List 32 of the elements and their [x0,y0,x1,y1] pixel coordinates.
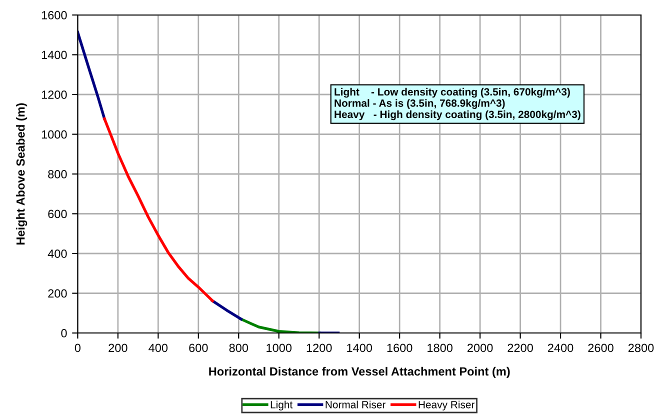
x-axis-title: Horizontal Distance from Vessel Attachment Point (m) [209,366,510,378]
x-tick-label: 200 [108,344,128,352]
x-tick-label: 1200 [306,344,332,352]
y-tick-label: 1400 [42,50,67,60]
line-series [240,318,322,333]
y-tick-label: 800 [48,170,67,178]
y-tick-label: 0 [61,329,67,338]
legend-label: Light [270,400,293,410]
x-tick-label: 600 [189,344,208,352]
annotation: Light - Low density coating (3.5in, 670kg/m^3) Normal - As is (3.5in, 768.9kg/m^3) Heavy - High density coating (3.5in, 2800kg/m^3) [334,88,580,120]
x-tick-label: 1000 [266,344,292,352]
x-tick-label: 2800 [628,344,654,352]
y-axis-title: Height Above Seabed (m) [16,103,28,244]
y-tick-label: 600 [48,210,67,218]
x-tick-label: 1800 [428,344,452,352]
y-tick-label: 200 [48,289,67,298]
x-tick-label: 800 [229,344,248,352]
x-tick-label: 2400 [548,344,574,352]
y-tick-label: 1200 [42,90,67,99]
y-tick-label: 1600 [42,11,67,20]
y-tick-label: 1000 [42,130,67,139]
y-tick-label: 400 [48,250,67,258]
x-tick-label: 400 [148,344,168,352]
x-tick-label: 2600 [588,344,614,352]
legend-label: Normal Riser [326,400,386,408]
x-tick-label: 0 [74,344,81,352]
line-series [103,117,214,302]
x-tick-label: 1400 [347,344,372,352]
x-tick-label: 2000 [468,344,493,352]
x-tick-label: 2200 [508,344,533,352]
x-tick-label: 1600 [387,344,412,352]
legend-label: Heavy Riser [418,400,475,410]
